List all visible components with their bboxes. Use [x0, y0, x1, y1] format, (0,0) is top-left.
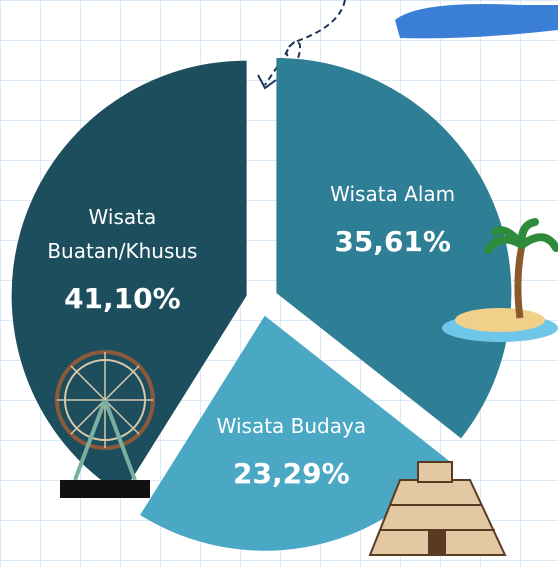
- slice-label-box: Wisata Buatan/Khusus 41,10%: [32, 200, 212, 315]
- chart: Wisata Alam35,61%Wisata Budaya23,29%Wisa…: [0, 0, 558, 567]
- category-label: Wisata Buatan/Khusus: [32, 200, 212, 268]
- value-label: 35,61%: [303, 225, 483, 258]
- slice-label: Wisata Buatan/Khusus 41,10%: [32, 200, 212, 350]
- slice-label-box: Wisata Budaya 23,29%: [201, 409, 381, 490]
- category-label: Wisata Budaya: [201, 409, 381, 443]
- value-label: 23,29%: [201, 457, 381, 490]
- slice-label: Wisata Alam 35,61%: [303, 177, 483, 327]
- value-label: 41,10%: [32, 282, 212, 315]
- page: {"chart_data": {"type": "pie", "categori…: [0, 0, 558, 567]
- category-label: Wisata Alam: [303, 177, 483, 211]
- slice-label-box: Wisata Alam 35,61%: [303, 177, 483, 258]
- slice-label: Wisata Budaya 23,29%: [201, 409, 381, 559]
